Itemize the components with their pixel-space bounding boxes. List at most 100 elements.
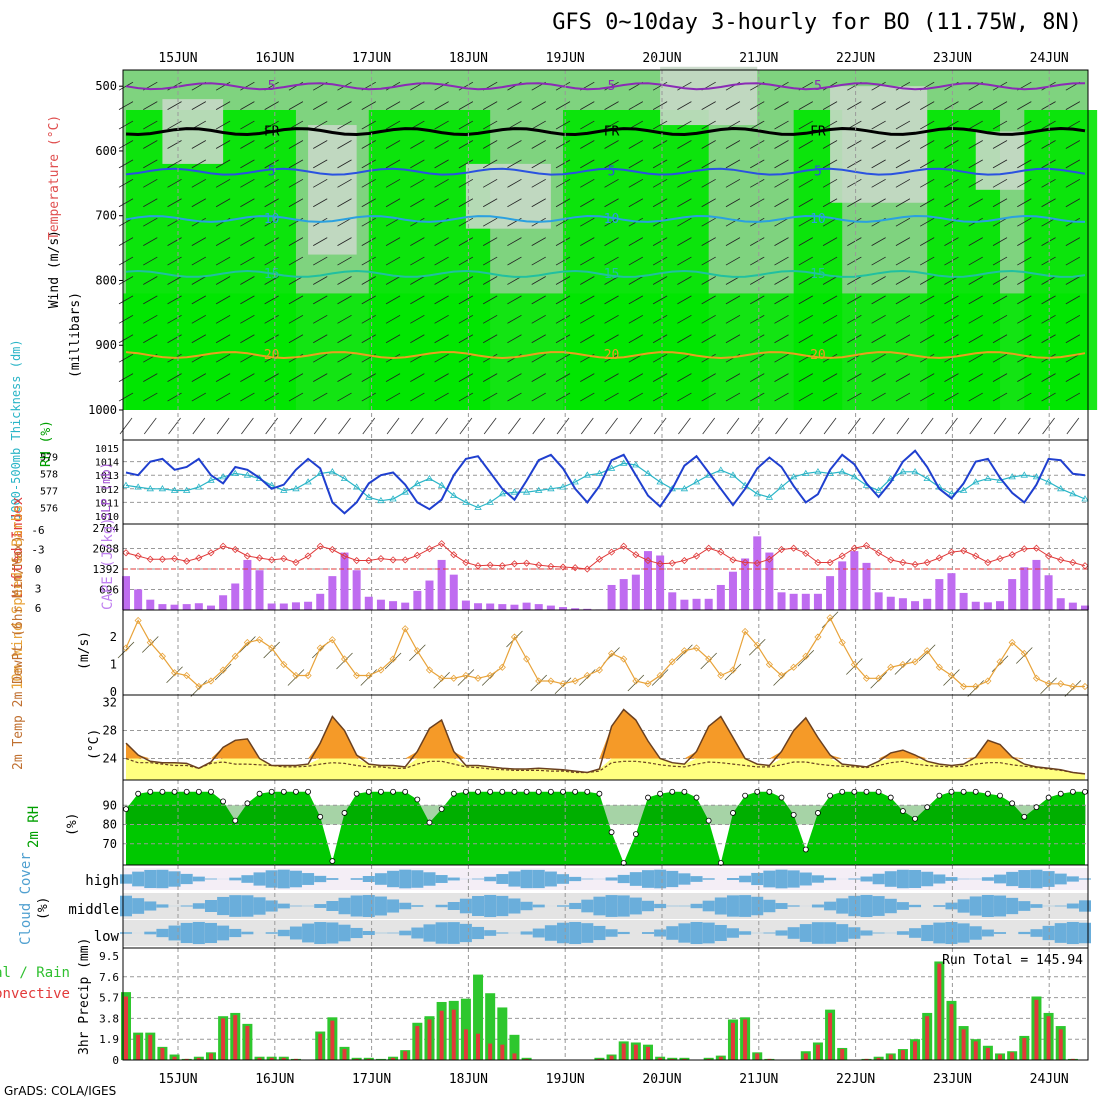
wind-barb <box>555 140 571 149</box>
cloud-bar <box>945 877 958 881</box>
wind-barb <box>240 334 255 344</box>
wind-barb <box>750 373 765 382</box>
precip-convective-bar <box>706 1058 711 1060</box>
wind-barb <box>725 198 741 208</box>
cloud-bar <box>605 929 618 937</box>
cloud-bar <box>1066 903 1079 909</box>
wind-barb <box>458 178 474 188</box>
lifted-index-point <box>389 556 397 564</box>
temp-contour-5 <box>125 82 1086 91</box>
wind-barb <box>919 295 935 305</box>
wind-barb <box>822 276 838 285</box>
wind-barb <box>604 295 619 305</box>
wind-barb <box>968 101 983 110</box>
wind-barb <box>580 217 595 227</box>
cloud-bar <box>569 921 582 945</box>
cloud-bar <box>289 926 302 940</box>
wind-barb <box>822 295 838 305</box>
surface-wind-barb <box>192 417 206 435</box>
cloud-bar <box>350 927 363 939</box>
wind-barb <box>677 256 692 266</box>
wind10-barb <box>554 677 572 695</box>
cape-bar <box>911 601 920 610</box>
wind-barb <box>434 198 449 208</box>
precip-convective-label: Convective <box>0 986 70 1002</box>
cape-bar <box>862 562 871 610</box>
thickness-point <box>182 486 191 493</box>
cape-bar <box>267 603 276 610</box>
wind-barb <box>580 295 595 305</box>
wind-barb <box>1041 314 1056 324</box>
wind10-point <box>183 671 191 680</box>
thickness-tick-label: 579 <box>40 453 58 464</box>
cloud-bar <box>302 873 315 885</box>
rh2m-point <box>450 790 457 797</box>
cloud-bar <box>277 929 290 937</box>
wind-barb <box>458 237 474 246</box>
wind-barb <box>458 120 474 130</box>
wind-barb <box>313 256 328 266</box>
cape-bar <box>935 579 944 610</box>
wind-barb <box>1041 334 1056 344</box>
lifted-index-point <box>207 549 215 557</box>
cloud-axis-label: Cloud Cover <box>18 852 34 945</box>
cloud-bar <box>314 875 327 883</box>
wind-barb <box>555 353 571 363</box>
cloud-bar <box>860 930 873 936</box>
wind-barb <box>531 140 546 149</box>
wind-barb <box>701 217 716 227</box>
wind-barb <box>798 334 813 344</box>
cloud-bar <box>945 902 958 910</box>
wind10-point <box>292 671 300 680</box>
contour-label: 15 <box>810 267 826 282</box>
wind-barb <box>555 178 571 188</box>
thickness-point <box>668 485 676 492</box>
wind-barb <box>337 314 352 324</box>
wind-barb <box>1065 373 1081 382</box>
wind-barb <box>919 198 935 208</box>
wind-barb <box>774 237 789 246</box>
wind10-barb <box>846 658 863 675</box>
lifted-index-point <box>923 558 931 567</box>
wind-barb <box>361 217 376 227</box>
wind10-point <box>134 616 142 625</box>
wind-barb <box>1065 276 1081 285</box>
cape-bar <box>668 592 677 610</box>
wind-barb <box>677 159 692 169</box>
date-label-top: 15JUN <box>158 51 197 66</box>
precip-convective-bar <box>828 1012 833 1060</box>
wind-barb <box>167 198 182 208</box>
lifted-index-point <box>559 563 567 571</box>
wind-barb <box>774 120 789 130</box>
lifted-index-point <box>692 552 701 560</box>
wind-barb <box>774 178 789 188</box>
thickness-point <box>340 474 349 481</box>
date-label-top: 23JUN <box>933 51 972 66</box>
lifted-index-point <box>680 556 688 565</box>
wind-barb <box>944 392 959 402</box>
wind-barb <box>774 101 789 110</box>
wind10-point <box>692 644 701 652</box>
wind10-barb <box>214 663 232 681</box>
thickness-point <box>231 469 239 476</box>
wind-barb <box>652 198 668 208</box>
wind-barb <box>847 101 862 110</box>
cape-bar <box>789 593 798 610</box>
wind10-point <box>838 638 846 647</box>
precip-tick-label: 5.7 <box>99 992 119 1005</box>
precip-convective-bar <box>621 1043 626 1060</box>
wind-barb <box>313 101 328 110</box>
wind10-barb <box>1040 677 1057 695</box>
wind-barb <box>1041 392 1056 402</box>
wind-barb <box>968 198 983 208</box>
cloud-bar <box>1054 873 1067 885</box>
thickness-point <box>352 483 361 490</box>
cloud-bar <box>654 869 667 889</box>
precip-convective-bar <box>937 963 942 1060</box>
cloud-bar <box>557 905 570 907</box>
cloud-bar <box>969 926 982 940</box>
thickness-point <box>1057 485 1065 492</box>
precip-convective-bar <box>184 1058 189 1060</box>
cloud-bar <box>192 903 205 909</box>
wind-barb <box>604 120 619 130</box>
